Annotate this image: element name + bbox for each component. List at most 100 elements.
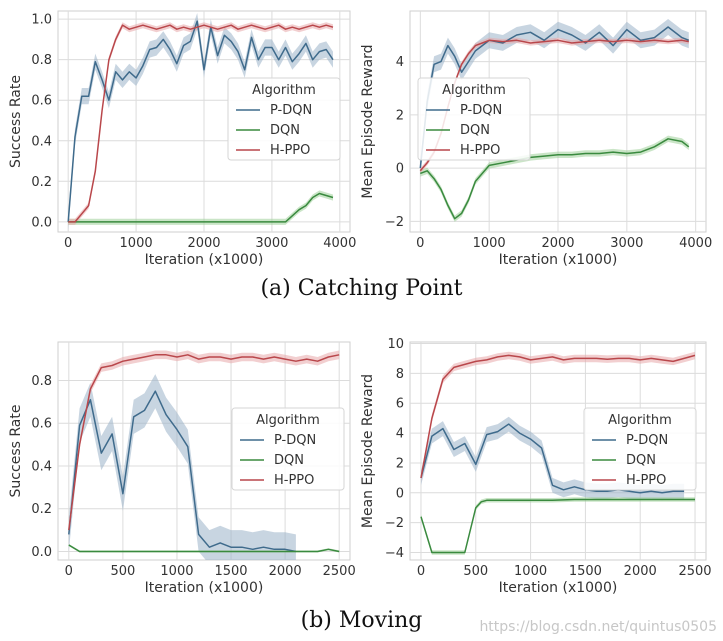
y-tick-label: 10 bbox=[387, 337, 404, 352]
legend: Algorithm P-DQN DQN H-PPO bbox=[231, 407, 345, 491]
y-tick-label: −2 bbox=[385, 215, 404, 230]
y-tick-label: 0.0 bbox=[31, 545, 52, 560]
y-axis-label: Success Rate bbox=[8, 405, 24, 498]
legend-title: Algorithm bbox=[608, 413, 672, 428]
x-axis-label: Iteration (x1000) bbox=[499, 252, 618, 268]
series-group bbox=[420, 351, 696, 555]
x-tick-label: 2000 bbox=[541, 236, 574, 251]
x-tick-label: 500 bbox=[110, 564, 135, 579]
x-tick-label: 4000 bbox=[323, 236, 356, 251]
x-tick-label: 4000 bbox=[679, 236, 712, 251]
y-tick-label: 2 bbox=[396, 108, 404, 123]
x-tick-label: 1000 bbox=[120, 236, 153, 251]
legend-entry-p-dqn: P-DQN bbox=[626, 433, 668, 448]
legend-entry-h-ppo: H-PPO bbox=[274, 473, 314, 488]
series-line-dqn bbox=[420, 498, 695, 554]
x-tick-label: 1000 bbox=[514, 564, 547, 579]
x-tick-label: 1500 bbox=[214, 564, 247, 579]
band-p-dqn bbox=[421, 416, 685, 501]
y-tick-label: 0.2 bbox=[31, 175, 52, 190]
x-tick-label: 1000 bbox=[473, 236, 506, 251]
y-axis-label: Mean Episode Reward bbox=[360, 44, 376, 198]
series-line-h-ppo bbox=[420, 354, 696, 479]
series-line-h-ppo bbox=[68, 354, 340, 531]
y-tick-label: 0.6 bbox=[31, 94, 52, 109]
legend-entry-dqn: DQN bbox=[626, 453, 656, 468]
series-line-dqn bbox=[68, 544, 340, 553]
y-tick-label: 1.0 bbox=[31, 13, 52, 28]
legend-title: Algorithm bbox=[442, 83, 506, 98]
legend-entry-dqn: DQN bbox=[460, 123, 490, 138]
x-tick-label: 2500 bbox=[678, 564, 711, 579]
chart-panel-3: 0 500 1000 1500 2000 2500 0.0 0.2 0.4 0.6 0.8 Itera… bbox=[8, 341, 356, 596]
series-group bbox=[67, 13, 334, 230]
x-axis-label: Iteration (x1000) bbox=[499, 580, 618, 596]
x-tick-label: 2000 bbox=[624, 564, 657, 579]
legend-box bbox=[583, 407, 697, 491]
legend-title: Algorithm bbox=[252, 83, 316, 98]
y-tick-label: 4 bbox=[396, 427, 404, 442]
x-tick-label: 0 bbox=[65, 564, 73, 579]
legend-entry-h-ppo: H-PPO bbox=[460, 143, 500, 158]
legend-entry-h-ppo: H-PPO bbox=[270, 143, 310, 158]
series-line-p-dqn bbox=[68, 390, 297, 553]
x-axis-label: Iteration (x1000) bbox=[145, 252, 264, 268]
series-line-p-dqn bbox=[67, 20, 334, 222]
y-axis-label: Mean Episode Reward bbox=[360, 374, 376, 528]
chart-panel-4: 0 500 1000 1500 2000 2500 −4 −2 0 2 4 6 8 10 Iteration… bbox=[360, 337, 712, 596]
series-line-p-dqn bbox=[419, 26, 690, 169]
series-group bbox=[68, 350, 340, 560]
y-tick-label: −4 bbox=[385, 546, 404, 561]
y-tick-label: 0.8 bbox=[31, 53, 52, 68]
legend: Algorithm P-DQN DQN H-PPO bbox=[227, 77, 341, 161]
chart-panel-2: 0 1000 2000 3000 4000 −2 0 2 4 Iteration (x1000) M… bbox=[360, 10, 712, 268]
legend-entry-p-dqn: P-DQN bbox=[274, 433, 316, 448]
y-tick-label: 0 bbox=[396, 486, 404, 501]
band-p-dqn bbox=[420, 19, 689, 177]
series-line-h-ppo bbox=[68, 24, 334, 223]
y-tick-label: 0.8 bbox=[31, 374, 52, 389]
y-tick-label: 0.4 bbox=[31, 134, 52, 149]
legend-entry-p-dqn: P-DQN bbox=[270, 103, 312, 118]
x-tick-label: 500 bbox=[463, 564, 488, 579]
x-tick-label: 2000 bbox=[269, 564, 302, 579]
series-line-dqn bbox=[68, 192, 334, 223]
caption-b: (b) Moving bbox=[300, 608, 423, 633]
band-p-dqn bbox=[68, 374, 296, 560]
x-tick-label: 1000 bbox=[160, 564, 193, 579]
y-tick-label: 0.2 bbox=[31, 502, 52, 517]
y-tick-label: 0.6 bbox=[31, 417, 52, 432]
chart-panel-1: 0 1000 2000 3000 4000 0.0 0.2 0.4 0.6 0.8 1.0 Itera… bbox=[8, 10, 356, 268]
y-tick-label: 0.4 bbox=[31, 459, 52, 474]
y-tick-label: −2 bbox=[385, 516, 404, 531]
legend: Algorithm P-DQN DQN H-PPO bbox=[583, 407, 697, 491]
legend-entry-dqn: DQN bbox=[270, 123, 300, 138]
band-dqn bbox=[420, 135, 689, 222]
legend-box bbox=[227, 77, 341, 161]
series-line-p-dqn bbox=[420, 423, 685, 494]
legend-box bbox=[231, 407, 345, 491]
watermark: https://blog.csdn.net/quintus0505 bbox=[479, 619, 717, 635]
x-tick-label: 2000 bbox=[187, 236, 220, 251]
x-tick-label: 0 bbox=[416, 236, 424, 251]
y-tick-label: 2 bbox=[396, 456, 404, 471]
x-tick-label: 3000 bbox=[255, 236, 288, 251]
y-tick-label: 0.0 bbox=[31, 215, 52, 230]
legend-title: Algorithm bbox=[256, 413, 320, 428]
y-tick-label: 8 bbox=[396, 367, 404, 382]
legend-entry-p-dqn: P-DQN bbox=[460, 103, 502, 118]
x-tick-label: 0 bbox=[417, 564, 425, 579]
y-tick-label: 6 bbox=[396, 397, 404, 412]
legend-box bbox=[417, 77, 531, 161]
y-tick-label: 4 bbox=[396, 55, 404, 70]
x-axis-label: Iteration (x1000) bbox=[145, 580, 264, 596]
y-axis-label: Success Rate bbox=[8, 75, 24, 168]
y-tick-label: 0 bbox=[396, 162, 404, 177]
x-tick-label: 2500 bbox=[323, 564, 356, 579]
legend: Algorithm P-DQN DQN H-PPO bbox=[417, 77, 531, 161]
legend-entry-dqn: DQN bbox=[274, 453, 304, 468]
caption-a: (a) Catching Point bbox=[260, 276, 463, 301]
legend-entry-h-ppo: H-PPO bbox=[626, 473, 666, 488]
x-tick-label: 1500 bbox=[569, 564, 602, 579]
